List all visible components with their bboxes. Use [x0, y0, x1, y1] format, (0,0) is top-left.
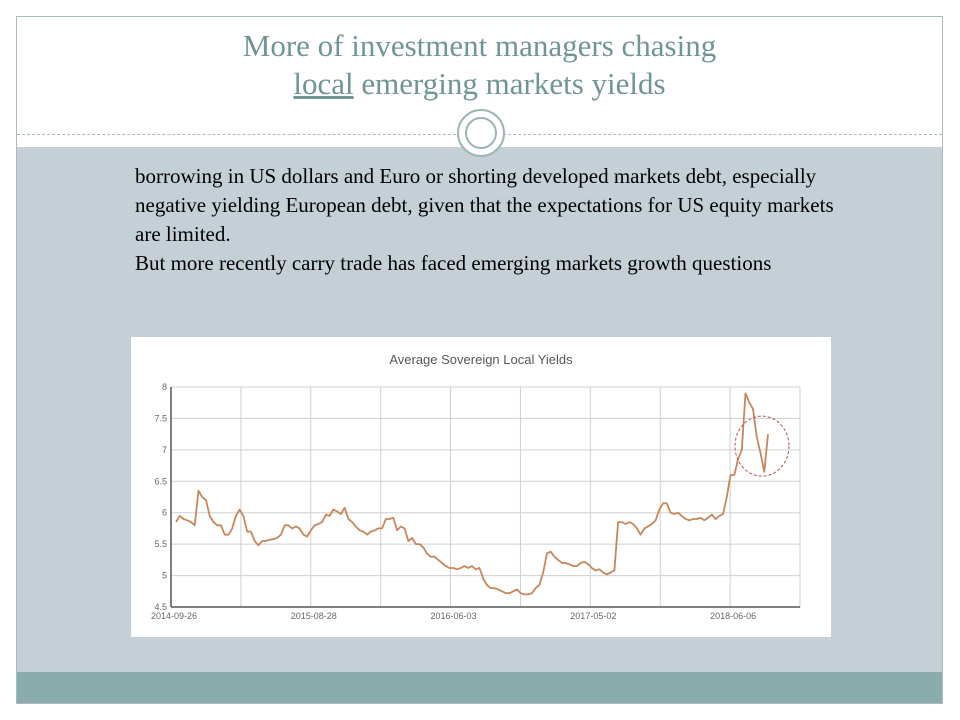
x-tick-label: 2016-06-03 — [431, 611, 477, 621]
slide-frame: More of investment managers chasing loca… — [16, 16, 943, 704]
yield-chart: Average Sovereign Local Yields 4.5 5 5.5 6 6… — [131, 337, 831, 637]
x-axis-ticks: 2014-09-26 2015-08-28 2016-06-03 2017-05-02… — [151, 611, 756, 621]
chart-svg: Average Sovereign Local Yields 4.5 5 5.5 6 6… — [151, 352, 801, 621]
y-axis-ticks: 4.5 5 5.5 6 6.5 7 7.5 8 — [154, 382, 167, 612]
body-text: borrowing in US dollars and Euro or shor… — [135, 162, 855, 278]
x-tick-label: 2015-08-28 — [291, 611, 337, 621]
y-tick-label: 5.5 — [154, 539, 167, 549]
title-line-2-rest: emerging markets yields — [353, 66, 666, 101]
y-tick-label: 7 — [162, 445, 167, 455]
annotation-group — [734, 415, 790, 477]
footer-band — [17, 672, 942, 703]
slide-title: More of investment managers chasing loca… — [17, 27, 942, 103]
series-group — [175, 392, 769, 596]
x-tick-label: 2017-05-02 — [570, 611, 616, 621]
title-local-word: local — [293, 66, 354, 101]
y-tick-label: 8 — [162, 382, 167, 392]
y-tick-label: 7.5 — [154, 413, 167, 423]
y-tick-label: 5 — [162, 571, 167, 581]
y-tick-label: 6.5 — [154, 476, 167, 486]
chart-grid — [170, 386, 801, 608]
y-tick-label: 4.5 — [154, 602, 167, 612]
circle-ornament-icon — [457, 109, 505, 157]
title-line-2: local emerging markets yields — [17, 65, 942, 103]
paragraph-2: But more recently carry trade has faced … — [135, 251, 772, 275]
x-tick-label: 2014-09-26 — [151, 611, 197, 621]
highlight-circle — [734, 415, 790, 477]
title-line-1: More of investment managers chasing — [242, 28, 717, 63]
chart-title: Average Sovereign Local Yields — [389, 352, 573, 367]
y-tick-label: 6 — [162, 508, 167, 518]
series-line — [175, 392, 769, 596]
x-tick-label: 2018-06-06 — [710, 611, 756, 621]
paragraph-1: borrowing in US dollars and Euro or shor… — [135, 164, 834, 246]
